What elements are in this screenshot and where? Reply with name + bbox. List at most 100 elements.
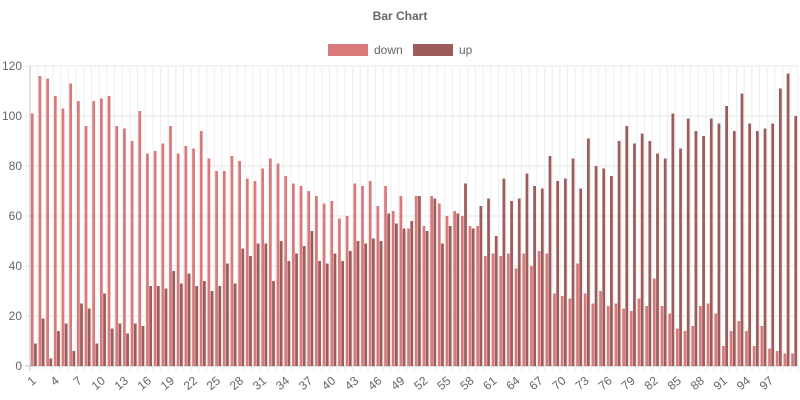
- bar-up[interactable]: [663, 158, 667, 367]
- bar-up[interactable]: [57, 331, 60, 366]
- bar-down[interactable]: [499, 256, 503, 366]
- bar-up[interactable]: [602, 168, 606, 367]
- bar-down[interactable]: [176, 153, 180, 367]
- bar-up[interactable]: [479, 206, 483, 366]
- bar-down[interactable]: [322, 203, 326, 367]
- bar-up[interactable]: [617, 141, 621, 366]
- bar-down[interactable]: [599, 291, 602, 366]
- bar-up[interactable]: [517, 198, 521, 367]
- bar-up[interactable]: [149, 286, 152, 366]
- bar-down[interactable]: [783, 353, 787, 367]
- bar-up[interactable]: [755, 131, 759, 366]
- bar-up[interactable]: [525, 173, 529, 367]
- bar-up[interactable]: [272, 281, 275, 366]
- bar-up[interactable]: [164, 288, 168, 367]
- bar-up[interactable]: [264, 243, 268, 367]
- bar-down[interactable]: [199, 131, 203, 366]
- bar-down[interactable]: [699, 306, 702, 366]
- bar-down[interactable]: [207, 158, 211, 367]
- bar-down[interactable]: [222, 171, 226, 366]
- bar-down[interactable]: [376, 206, 380, 366]
- bar-up[interactable]: [418, 196, 421, 366]
- bar-up[interactable]: [779, 88, 782, 367]
- bar-up[interactable]: [448, 226, 452, 366]
- bar-down[interactable]: [460, 216, 464, 366]
- bar-up[interactable]: [118, 323, 122, 367]
- bar-down[interactable]: [115, 126, 119, 366]
- bar-up[interactable]: [694, 131, 698, 366]
- bar-up[interactable]: [80, 303, 83, 367]
- bar-down[interactable]: [123, 128, 126, 367]
- bar-up[interactable]: [325, 263, 329, 367]
- bar-down[interactable]: [268, 158, 272, 367]
- bar-up[interactable]: [395, 223, 398, 367]
- bar-up[interactable]: [295, 253, 298, 367]
- bar-down[interactable]: [606, 306, 610, 366]
- bar-down[interactable]: [138, 111, 142, 366]
- bar-down[interactable]: [560, 296, 564, 366]
- bar-down[interactable]: [230, 156, 234, 366]
- bar-down[interactable]: [752, 346, 756, 366]
- bar-up[interactable]: [671, 113, 675, 367]
- bar-down[interactable]: [645, 306, 649, 366]
- bar-up[interactable]: [464, 183, 467, 367]
- bar-down[interactable]: [338, 218, 341, 367]
- bar-up[interactable]: [702, 136, 705, 366]
- bar-up[interactable]: [379, 241, 383, 366]
- bar-down[interactable]: [130, 141, 134, 366]
- bar-up[interactable]: [587, 138, 590, 367]
- bar-down[interactable]: [706, 303, 710, 367]
- bar-up[interactable]: [226, 263, 229, 367]
- bar-down[interactable]: [276, 163, 280, 367]
- bar-up[interactable]: [49, 358, 53, 367]
- bar-down[interactable]: [146, 153, 149, 367]
- bar-down[interactable]: [84, 126, 88, 366]
- bar-up[interactable]: [548, 156, 552, 366]
- bar-down[interactable]: [476, 226, 480, 366]
- bar-up[interactable]: [471, 228, 475, 367]
- bar-up[interactable]: [318, 261, 321, 366]
- bar-down[interactable]: [614, 303, 618, 367]
- bar-down[interactable]: [399, 196, 403, 366]
- bar-up[interactable]: [456, 213, 460, 367]
- bar-down[interactable]: [768, 348, 771, 367]
- bar-up[interactable]: [571, 158, 575, 367]
- bar-down[interactable]: [514, 268, 518, 367]
- bar-down[interactable]: [53, 96, 57, 366]
- bar-up[interactable]: [786, 73, 790, 367]
- bar-down[interactable]: [576, 263, 579, 367]
- bar-down[interactable]: [591, 303, 595, 367]
- bar-down[interactable]: [760, 326, 764, 366]
- bar-down[interactable]: [315, 196, 318, 366]
- bar-up[interactable]: [640, 133, 644, 367]
- bar-up[interactable]: [717, 123, 721, 367]
- bar-down[interactable]: [722, 346, 725, 366]
- bar-down[interactable]: [568, 298, 572, 367]
- bar-down[interactable]: [169, 126, 172, 366]
- bar-down[interactable]: [30, 113, 34, 367]
- bar-down[interactable]: [660, 306, 664, 366]
- bar-up[interactable]: [126, 333, 129, 367]
- bar-up[interactable]: [210, 291, 214, 366]
- bar-down[interactable]: [537, 251, 541, 366]
- bar-up[interactable]: [371, 238, 375, 367]
- bar-up[interactable]: [72, 351, 76, 366]
- bar-up[interactable]: [441, 243, 444, 367]
- bar-up[interactable]: [433, 198, 437, 367]
- bar-up[interactable]: [748, 123, 752, 367]
- bar-up[interactable]: [732, 131, 736, 366]
- bar-down[interactable]: [491, 253, 495, 367]
- bar-down[interactable]: [261, 168, 265, 367]
- bar-down[interactable]: [683, 331, 687, 366]
- bar-up[interactable]: [387, 213, 391, 367]
- bar-down[interactable]: [422, 226, 426, 366]
- bar-down[interactable]: [430, 196, 433, 366]
- bar-down[interactable]: [238, 161, 241, 366]
- legend-item-up[interactable]: up: [413, 43, 473, 57]
- bar-down[interactable]: [437, 203, 441, 367]
- bar-down[interactable]: [453, 211, 457, 366]
- bar-up[interactable]: [709, 118, 713, 367]
- bar-down[interactable]: [384, 186, 387, 366]
- bar-up[interactable]: [533, 186, 536, 366]
- bar-down[interactable]: [345, 216, 349, 366]
